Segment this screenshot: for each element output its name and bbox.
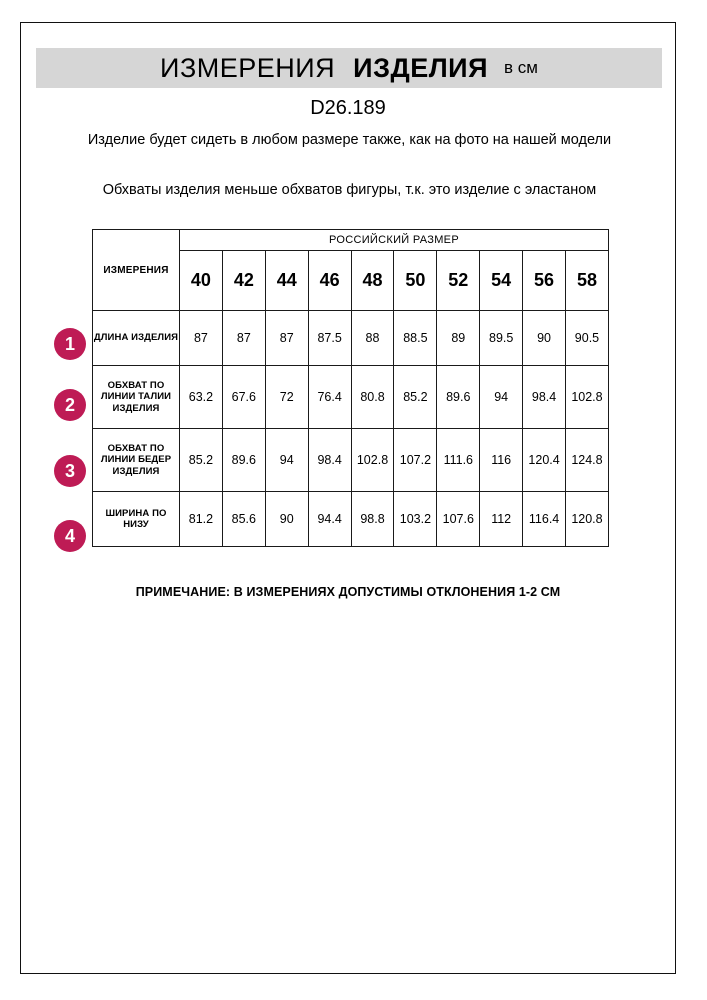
cell-r1-c40: 87 — [179, 310, 223, 366]
cell-r3-c48: 102.8 — [350, 428, 395, 492]
size-header-40: 40 — [179, 250, 223, 311]
row-label-bottom-width: ШИРИНА ПО НИЗУ — [92, 491, 180, 547]
size-header-48: 48 — [350, 250, 395, 311]
cell-r4-c58: 120.8 — [565, 491, 609, 547]
cell-r4-c52: 107.6 — [436, 491, 481, 547]
cell-r2-c44: 72 — [264, 365, 309, 429]
cell-r4-c44: 90 — [264, 491, 309, 547]
cell-r2-c42: 67.6 — [221, 365, 266, 429]
cell-r3-c40: 85.2 — [179, 428, 223, 492]
table-row: ОБХВАТ ПО ЛИНИИ БЕДЕР ИЗДЕЛИЯ 85.2 89.6 … — [92, 428, 609, 492]
row-badge-4: 4 — [54, 520, 86, 552]
cell-r4-c54: 112 — [479, 491, 524, 547]
table-header-sizes-row: 40 42 44 46 48 50 52 54 56 58 — [93, 250, 609, 311]
size-header-54: 54 — [479, 250, 524, 311]
row-label-hips: ОБХВАТ ПО ЛИНИИ БЕДЕР ИЗДЕЛИЯ — [92, 428, 180, 492]
cell-r3-c50: 107.2 — [393, 428, 438, 492]
cell-r4-c50: 103.2 — [393, 491, 438, 547]
column-header-russian-size: РОССИЙСКИЙ РАЗМЕР — [179, 229, 609, 251]
cell-r1-c46: 87.5 — [307, 310, 352, 366]
size-header-50: 50 — [393, 250, 438, 311]
cell-r1-c56: 90 — [522, 310, 567, 366]
cell-r4-c46: 94.4 — [307, 491, 352, 547]
cell-r1-c42: 87 — [221, 310, 266, 366]
cell-r4-c40: 81.2 — [179, 491, 223, 547]
row-badge-3: 3 — [54, 455, 86, 487]
cell-r1-c50: 88.5 — [393, 310, 438, 366]
cell-r3-c42: 89.6 — [221, 428, 266, 492]
cell-r3-c44: 94 — [264, 428, 309, 492]
cell-r2-c56: 98.4 — [522, 365, 567, 429]
size-header-52: 52 — [436, 250, 481, 311]
title-unit: в см — [504, 58, 538, 77]
table-row: ДЛИНА ИЗДЕЛИЯ 87 87 87 87.5 88 88.5 89 8… — [92, 310, 609, 366]
cell-r2-c52: 89.6 — [436, 365, 481, 429]
cell-r1-c44: 87 — [264, 310, 309, 366]
row-badge-2: 2 — [54, 389, 86, 421]
size-header-56: 56 — [522, 250, 567, 311]
cell-r4-c56: 116.4 — [522, 491, 567, 547]
cell-r3-c54: 116 — [479, 428, 524, 492]
cell-r2-c58: 102.8 — [565, 365, 609, 429]
column-header-measurements: ИЗМЕРЕНИЯ — [92, 229, 180, 311]
cell-r2-c40: 63.2 — [179, 365, 223, 429]
row-label-length: ДЛИНА ИЗДЕЛИЯ — [92, 310, 180, 366]
measurements-table-wrapper: ИЗМЕРЕНИЯ РОССИЙСКИЙ РАЗМЕР 40 42 44 46 … — [92, 229, 609, 547]
cell-r1-c48: 88 — [350, 310, 395, 366]
row-label-waist: ОБХВАТ ПО ЛИНИИ ТАЛИИ ИЗДЕЛИЯ — [92, 365, 180, 429]
cell-r3-c52: 111.6 — [436, 428, 481, 492]
row-badge-1: 1 — [54, 328, 86, 360]
size-header-46: 46 — [307, 250, 352, 311]
size-header-42: 42 — [221, 250, 266, 311]
cell-r3-c46: 98.4 — [307, 428, 352, 492]
cell-r2-c54: 94 — [479, 365, 524, 429]
cell-r3-c58: 124.8 — [565, 428, 609, 492]
table-row: ОБХВАТ ПО ЛИНИИ ТАЛИИ ИЗДЕЛИЯ 63.2 67.6 … — [92, 365, 609, 429]
title-banner: ИЗМЕРЕНИЯ ИЗДЕЛИЯ в см — [36, 48, 662, 88]
table-header-group-row: ИЗМЕРЕНИЯ РОССИЙСКИЙ РАЗМЕР — [92, 229, 609, 311]
cell-r4-c48: 98.8 — [350, 491, 395, 547]
description-fit: Изделие будет сидеть в любом размере так… — [87, 132, 612, 148]
cell-r1-c52: 89 — [436, 310, 481, 366]
size-header-44: 44 — [264, 250, 309, 311]
size-header-58: 58 — [565, 250, 609, 311]
cell-r1-c58: 90.5 — [565, 310, 609, 366]
cell-r4-c42: 85.6 — [221, 491, 266, 547]
table-row: ШИРИНА ПО НИЗУ 81.2 85.6 90 94.4 98.8 10… — [92, 491, 609, 547]
footnote-tolerance: ПРИМЕЧАНИЕ: В ИЗМЕРЕНИЯХ ДОПУСТИМЫ ОТКЛО… — [135, 585, 561, 599]
cell-r2-c50: 85.2 — [393, 365, 438, 429]
title-garment: ИЗДЕЛИЯ — [353, 52, 488, 83]
cell-r2-c46: 76.4 — [307, 365, 352, 429]
document-page: ИЗМЕРЕНИЯ ИЗДЕЛИЯ в см D26.189 Изделие б… — [20, 22, 676, 974]
cell-r2-c48: 80.8 — [350, 365, 395, 429]
description-elastane: Обхваты изделия меньше обхватов фигуры, … — [102, 182, 597, 198]
article-code: D26.189 — [310, 97, 386, 119]
title-measurements: ИЗМЕРЕНИЯ — [160, 52, 336, 83]
measurements-table: ИЗМЕРЕНИЯ РОССИЙСКИЙ РАЗМЕР 40 42 44 46 … — [92, 229, 609, 547]
cell-r3-c56: 120.4 — [522, 428, 567, 492]
cell-r1-c54: 89.5 — [479, 310, 524, 366]
